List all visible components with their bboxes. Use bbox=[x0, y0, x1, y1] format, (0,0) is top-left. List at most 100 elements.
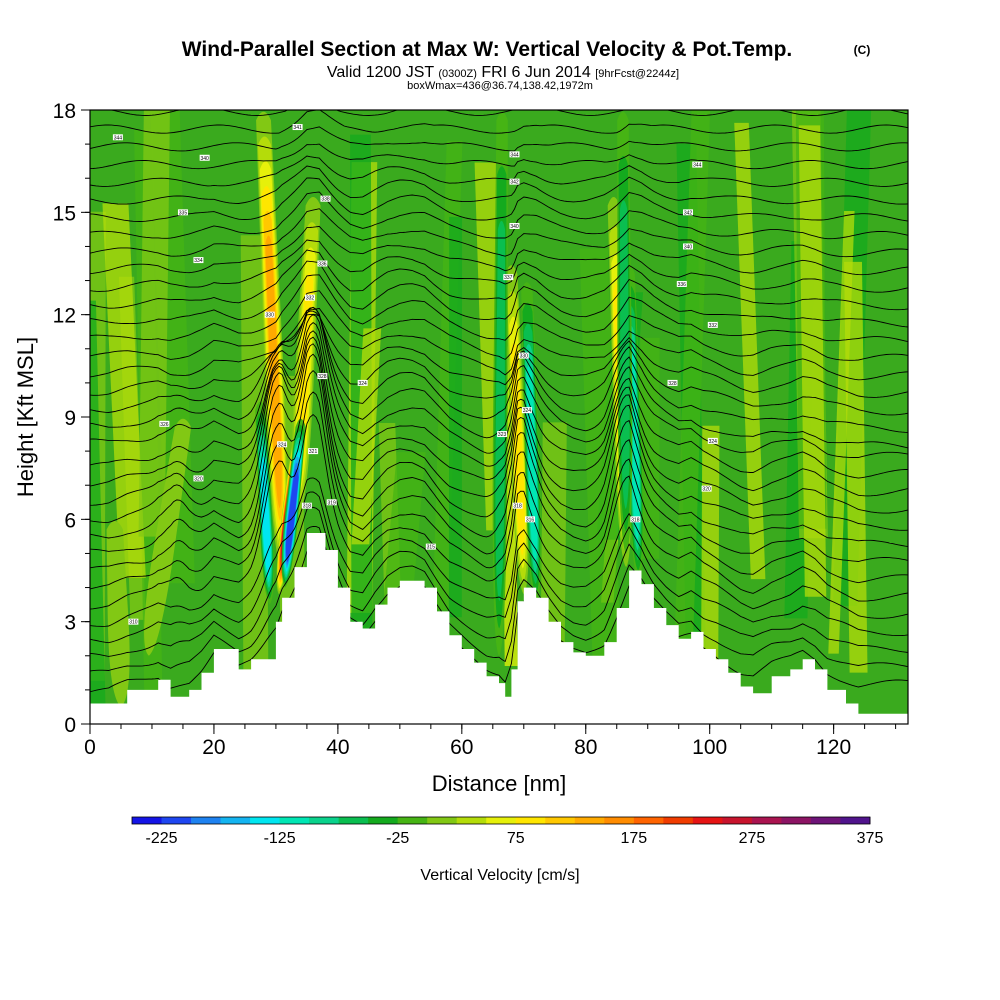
isentrope-label: 338 bbox=[320, 195, 331, 203]
colorbar-label: Vertical Velocity [cm/s] bbox=[420, 867, 579, 884]
colorbar-swatch bbox=[161, 817, 192, 824]
colorbar-swatch bbox=[574, 817, 605, 824]
isentrope-line bbox=[90, 143, 908, 170]
velocity-band bbox=[639, 337, 660, 559]
x-axis-label: Distance [nm] bbox=[432, 771, 567, 796]
isentrope-label: 318 bbox=[301, 502, 312, 510]
downdraft-core bbox=[285, 468, 299, 563]
isentrope-label: 324 bbox=[707, 437, 718, 445]
downdraft-core bbox=[619, 200, 630, 510]
svg-text:338: 338 bbox=[321, 197, 330, 203]
colorbar-tick-label: -125 bbox=[264, 830, 296, 847]
colorbar-tick-label: 275 bbox=[739, 830, 766, 847]
isentrope-label: 337 bbox=[503, 274, 514, 281]
x-tick-label: 100 bbox=[692, 736, 727, 759]
isentrope-label: 330 bbox=[518, 352, 529, 360]
colorbar-swatch bbox=[722, 817, 753, 824]
svg-text:342: 342 bbox=[684, 210, 693, 216]
velocity-band bbox=[844, 261, 868, 673]
colorbar-tick-label: 75 bbox=[507, 830, 525, 847]
colorbar-swatch bbox=[545, 817, 576, 824]
isentrope-line bbox=[90, 110, 908, 134]
isentrope-line bbox=[90, 506, 908, 657]
velocity-band bbox=[700, 425, 720, 719]
y-tick-label: 6 bbox=[64, 509, 76, 532]
isentrope-label: 342 bbox=[683, 209, 694, 216]
x-tick-label: 60 bbox=[450, 736, 473, 759]
isentrope-line bbox=[90, 343, 908, 539]
svg-text:340: 340 bbox=[684, 244, 693, 250]
svg-text:320: 320 bbox=[702, 487, 711, 493]
y-tick-label: 18 bbox=[53, 100, 76, 123]
colorbar-swatch bbox=[132, 817, 163, 824]
isentrope-line bbox=[90, 239, 908, 293]
isentrope-label: 332 bbox=[707, 321, 718, 329]
isentrope-line bbox=[90, 290, 908, 361]
isentrope-labels: 344 340 335 334 330 341 338 336 332 328 324 321 324 3… bbox=[112, 124, 718, 626]
svg-text:336: 336 bbox=[318, 262, 327, 268]
colorbar-swatch bbox=[338, 817, 369, 824]
isentrope-label: 342 bbox=[509, 178, 520, 186]
colorbar-swatch bbox=[250, 817, 281, 824]
colorbar-tick-label: -25 bbox=[386, 830, 409, 847]
subtitle-valid: Valid 1200 JST bbox=[327, 64, 438, 81]
terrain-layer bbox=[90, 533, 908, 724]
svg-text:324: 324 bbox=[278, 442, 287, 448]
colorbar-ticks: -225 -125 -25 75 175 275 375 bbox=[146, 830, 884, 847]
chart-title: Wind-Parallel Section at Max W: Vertical… bbox=[182, 38, 793, 61]
velocity-band bbox=[90, 300, 106, 724]
colorbar bbox=[131, 816, 871, 825]
y-tick-label: 3 bbox=[64, 612, 76, 635]
svg-text:334: 334 bbox=[194, 258, 203, 264]
subtitle-forecast: [9hrFcst@2244z] bbox=[595, 68, 679, 80]
isentrope-line bbox=[90, 491, 908, 644]
isentrope-line bbox=[90, 477, 908, 627]
chart-subtitle: Valid 1200 JST (0300Z) FRI 6 Jun 2014 [9… bbox=[327, 64, 679, 81]
isentrope-line bbox=[90, 274, 908, 343]
colorbar-tick-label: 375 bbox=[857, 830, 884, 847]
isentrope-line bbox=[90, 165, 908, 205]
colorbar-swatch bbox=[368, 817, 399, 824]
isentrope-label: 324 bbox=[357, 379, 368, 387]
svg-text:341: 341 bbox=[293, 125, 302, 131]
y-axis-label: Height [Kft MSL] bbox=[13, 337, 38, 497]
svg-text:330: 330 bbox=[266, 313, 275, 319]
isentrope-label: 318 bbox=[630, 516, 641, 523]
y-tick-label: 15 bbox=[53, 202, 76, 225]
isentrope-label: 326 bbox=[159, 420, 170, 428]
colorbar-swatch bbox=[220, 817, 251, 824]
isentrope-line bbox=[90, 330, 908, 506]
isentrope-line bbox=[90, 191, 908, 240]
svg-text:335: 335 bbox=[179, 210, 188, 216]
svg-text:321: 321 bbox=[309, 449, 318, 455]
isentrope-line bbox=[90, 391, 908, 590]
colorbar-swatch bbox=[604, 817, 635, 824]
isentrope-label: 321 bbox=[308, 448, 319, 455]
colorbar-swatch bbox=[840, 817, 871, 824]
x-tick-label: 0 bbox=[84, 736, 96, 759]
updraft-core bbox=[144, 418, 192, 656]
downdraft-core bbox=[526, 364, 538, 564]
svg-text:318: 318 bbox=[303, 504, 312, 510]
svg-text:332: 332 bbox=[306, 296, 315, 302]
isentrope-line bbox=[90, 249, 908, 311]
isentrope-line bbox=[90, 126, 908, 152]
isentrope-label: 319 bbox=[326, 499, 337, 506]
velocity-band bbox=[579, 248, 622, 684]
isentrope-label: 334 bbox=[193, 257, 204, 264]
svg-text:320: 320 bbox=[194, 476, 203, 482]
colorbar-swatch bbox=[781, 817, 812, 824]
velocity-band bbox=[351, 328, 382, 545]
isentrope-label: 320 bbox=[193, 475, 204, 482]
svg-text:340: 340 bbox=[200, 156, 209, 162]
isentrope-label: 316 bbox=[524, 516, 535, 523]
isentrope-label: 332 bbox=[304, 294, 315, 302]
velocity-band bbox=[798, 125, 827, 597]
chart-subtitle-box-wmax: boxWmax=436@36.74,138.42,1972m bbox=[407, 80, 593, 92]
svg-text:318: 318 bbox=[631, 517, 640, 523]
isentrope-line bbox=[90, 322, 908, 487]
isentrope-line bbox=[90, 307, 908, 433]
x-tick-label: 80 bbox=[574, 736, 597, 759]
svg-text:344: 344 bbox=[510, 152, 519, 158]
svg-text:324: 324 bbox=[709, 439, 718, 445]
